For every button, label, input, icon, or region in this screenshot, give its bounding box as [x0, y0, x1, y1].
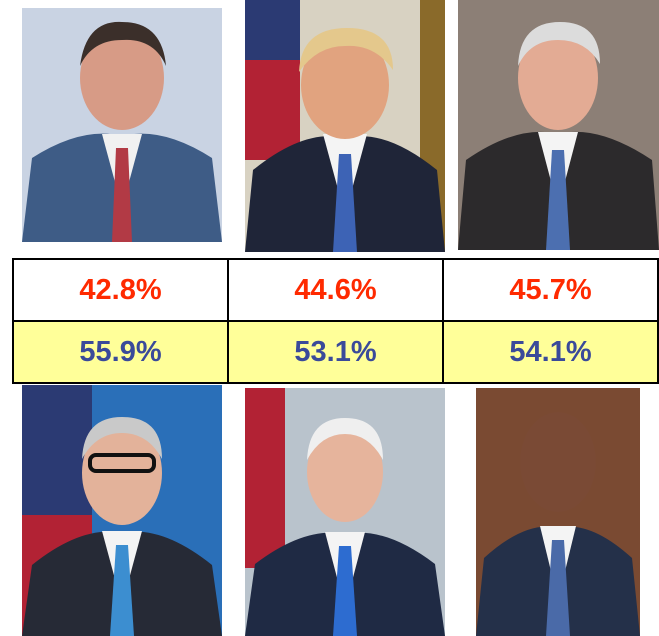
portrait: [245, 0, 445, 252]
table-row: 55.9% 53.1% 54.1%: [13, 321, 658, 383]
portrait: [22, 8, 222, 242]
portrait: [245, 388, 445, 636]
cell: 45.7%: [443, 259, 658, 321]
results-table: 42.8% 44.6% 45.7% 55.9% 53.1% 54.1%: [12, 258, 659, 384]
cell: 44.6%: [228, 259, 443, 321]
cell: 54.1%: [443, 321, 658, 383]
cell: 42.8%: [13, 259, 228, 321]
page: 42.8% 44.6% 45.7% 55.9% 53.1% 54.1% (() …: [0, 0, 659, 636]
portrait: [458, 0, 659, 250]
portrait: [22, 385, 222, 636]
cell: 53.1%: [228, 321, 443, 383]
table-row: 42.8% 44.6% 45.7%: [13, 259, 658, 321]
portrait: [476, 388, 640, 636]
cell: 55.9%: [13, 321, 228, 383]
